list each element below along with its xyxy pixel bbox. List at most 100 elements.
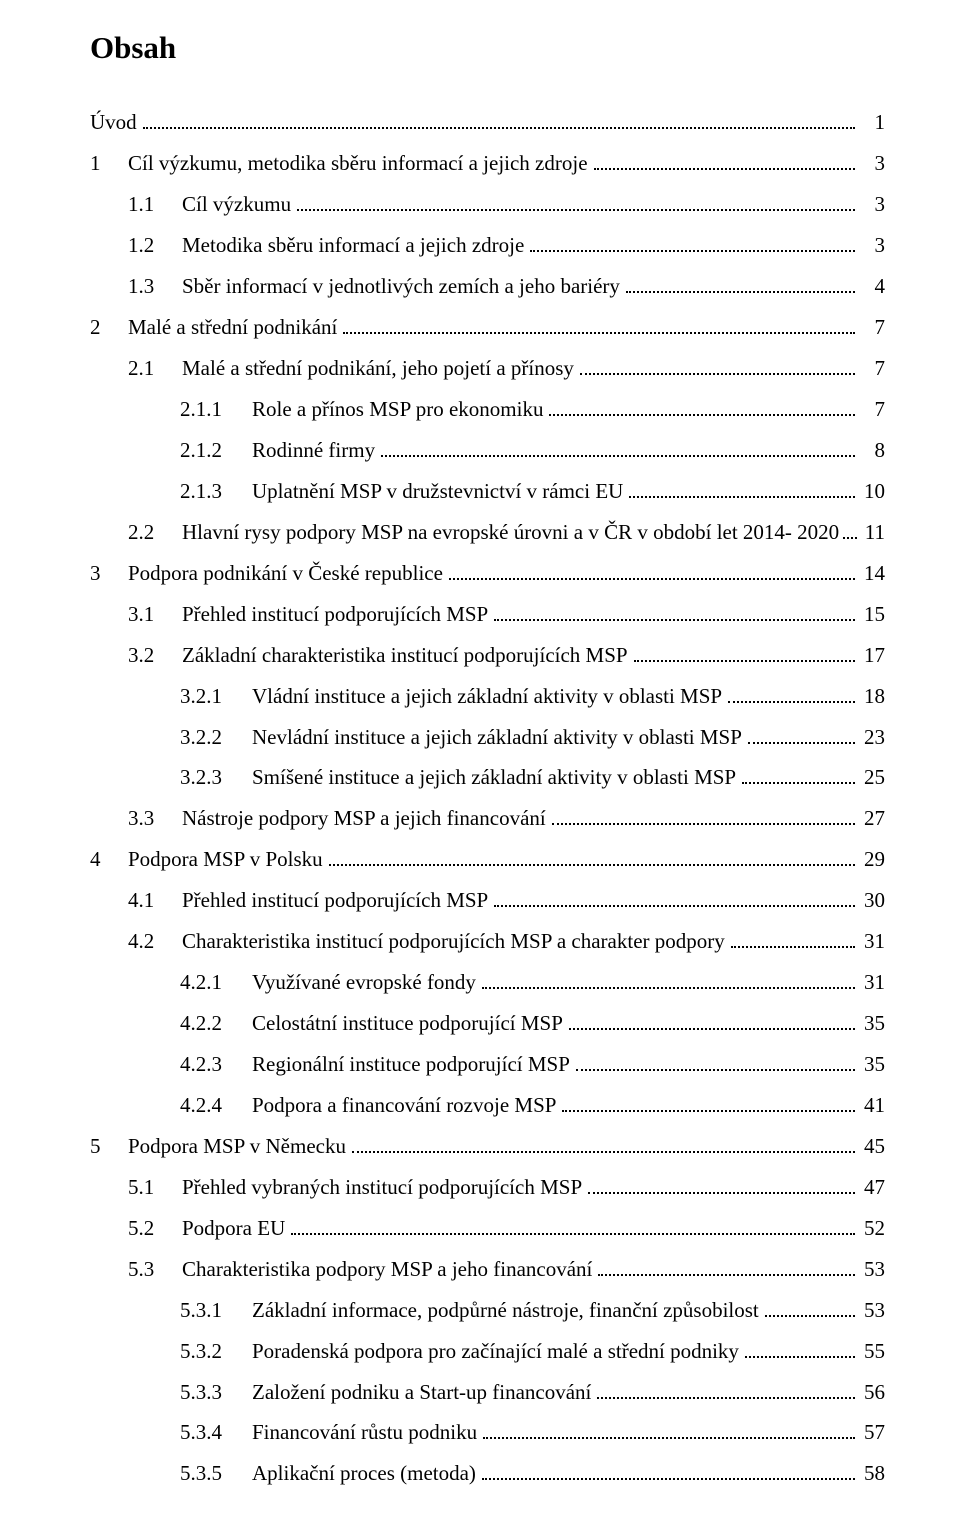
- toc-entry: 3.3Nástroje podpory MSP a jejich financo…: [90, 798, 885, 839]
- toc-entry-title: Sběr informací v jednotlivých zemích a j…: [182, 266, 620, 307]
- toc-entry: 3.2.2Nevládní instituce a jejich základn…: [90, 717, 885, 758]
- toc-entry: 2.1.1Role a přínos MSP pro ekonomiku 7: [90, 389, 885, 430]
- toc-entry: 2.2Hlavní rysy podpory MSP na evropské ú…: [90, 512, 885, 553]
- toc-entry-number: 4.2.2: [180, 1003, 252, 1044]
- toc-entry-title: Rodinné firmy: [252, 430, 375, 471]
- toc-entry-number: 1: [90, 143, 128, 184]
- toc-dot-leader: [381, 455, 855, 457]
- toc-dot-leader: [626, 291, 855, 293]
- toc-entry-title: Využívané evropské fondy: [252, 962, 476, 1003]
- toc-entry-title: Hlavní rysy podpory MSP na evropské úrov…: [182, 512, 839, 553]
- toc-dot-leader: [634, 660, 855, 662]
- toc-entry: 4.2.1Využívané evropské fondy31: [90, 962, 885, 1003]
- toc-entry-number: 3: [90, 553, 128, 594]
- toc-entry: Úvod1: [90, 102, 885, 143]
- toc-entry-page: 18: [857, 676, 885, 717]
- toc-entry: 5.3.3Založení podniku a Start-up financo…: [90, 1372, 885, 1413]
- toc-entry-title: Vládní instituce a jejich základní aktiv…: [252, 676, 722, 717]
- toc-entry-title: Úvod: [90, 102, 137, 143]
- toc-entry: 1.2Metodika sběru informací a jejich zdr…: [90, 225, 885, 266]
- toc-entry: 3.1Přehled institucí podporujících MSP15: [90, 594, 885, 635]
- toc-dot-leader: [597, 1397, 855, 1399]
- toc-entry: 4.2.2Celostátní instituce podporující MS…: [90, 1003, 885, 1044]
- toc-entry-page: 4: [857, 266, 885, 307]
- toc-entry: 5.3.1Základní informace, podpůrné nástro…: [90, 1290, 885, 1331]
- document-page: Obsah Úvod11Cíl výzkumu, metodika sběru …: [0, 0, 960, 1534]
- toc-entry-title: Podpora a financování rozvoje MSP: [252, 1085, 556, 1126]
- toc-entry-title: Role a přínos MSP pro ekonomiku: [252, 389, 543, 430]
- toc-entry-page: 52: [857, 1208, 885, 1249]
- toc-entry: 4.2Charakteristika institucí podporující…: [90, 921, 885, 962]
- toc-entry-page: 3: [857, 143, 885, 184]
- toc-entry: 5.3.5Aplikační proces (metoda)58: [90, 1453, 885, 1494]
- toc-entry-title: Přehled institucí podporujících MSP: [182, 880, 488, 921]
- toc-entry-number: 3.2.1: [180, 676, 252, 717]
- toc-entry-title: Cíl výzkumu: [182, 184, 291, 225]
- toc-entry: 1.3Sběr informací v jednotlivých zemích …: [90, 266, 885, 307]
- toc-dot-leader: [483, 1437, 855, 1439]
- toc-entry: 3.2.1Vládní instituce a jejich základní …: [90, 676, 885, 717]
- toc-entry-title: Smíšené instituce a jejich základní akti…: [252, 757, 736, 798]
- toc-entry-title: Založení podniku a Start-up financování: [252, 1372, 591, 1413]
- toc-entry-page: 35: [857, 1003, 885, 1044]
- toc-entry-number: 2: [90, 307, 128, 348]
- toc-dot-leader: [343, 332, 855, 334]
- toc-entry: 1Cíl výzkumu, metodika sběru informací a…: [90, 143, 885, 184]
- toc-entry-page: 7: [857, 307, 885, 348]
- toc-entry-number: 2.1.1: [180, 389, 252, 430]
- toc-entry-number: 5.2: [128, 1208, 182, 1249]
- toc-entry-page: 45: [857, 1126, 885, 1167]
- toc-entry-number: 4: [90, 839, 128, 880]
- toc-dot-leader: [629, 496, 855, 498]
- toc-entry-page: 8: [857, 430, 885, 471]
- toc-entry-number: 5.3.2: [180, 1331, 252, 1372]
- toc-entry-title: Aplikační proces (metoda): [252, 1453, 476, 1494]
- toc-entry-page: 55: [857, 1331, 885, 1372]
- toc-dot-leader: [449, 578, 855, 580]
- toc-entry: 2.1Malé a střední podnikání, jeho pojetí…: [90, 348, 885, 389]
- toc-dot-leader: [494, 905, 855, 907]
- toc-entry-title: Uplatnění MSP v družstevnictví v rámci E…: [252, 471, 623, 512]
- toc-entry-page: 27: [857, 798, 885, 839]
- toc-entry-title: Cíl výzkumu, metodika sběru informací a …: [128, 143, 588, 184]
- toc-entry-page: 7: [857, 389, 885, 430]
- toc-entry: 3Podpora podnikání v České republice14: [90, 553, 885, 594]
- toc-entry: 5.1Přehled vybraných institucí podporují…: [90, 1167, 885, 1208]
- toc-entry-page: 53: [857, 1249, 885, 1290]
- toc-entry-page: 47: [857, 1167, 885, 1208]
- toc-entry: 5.3.2Poradenská podpora pro začínající m…: [90, 1331, 885, 1372]
- toc-entry: 2Malé a střední podnikání7: [90, 307, 885, 348]
- toc-entry: 4.2.3Regionální instituce podporující MS…: [90, 1044, 885, 1085]
- toc-entry: 5.3Charakteristika podpory MSP a jeho fi…: [90, 1249, 885, 1290]
- toc-dot-leader: [576, 1069, 855, 1071]
- toc-entry-page: 14: [857, 553, 885, 594]
- toc-dot-leader: [482, 1478, 855, 1480]
- toc-entry-page: 31: [857, 962, 885, 1003]
- toc-dot-leader: [748, 742, 855, 744]
- toc-entry-number: 2.1.2: [180, 430, 252, 471]
- toc-entry-number: 4.2.4: [180, 1085, 252, 1126]
- toc-entry-number: 3.3: [128, 798, 182, 839]
- toc-entry-page: 57: [857, 1412, 885, 1453]
- toc-dot-leader: [552, 823, 855, 825]
- toc-entry-page: 7: [857, 348, 885, 389]
- toc-dot-leader: [562, 1110, 855, 1112]
- toc-entry-number: 4.2.3: [180, 1044, 252, 1085]
- toc-entry-title: Podpora MSP v Polsku: [128, 839, 323, 880]
- toc-dot-leader: [143, 127, 855, 129]
- toc-entry-title: Základní informace, podpůrné nástroje, f…: [252, 1290, 759, 1331]
- toc-entry-title: Charakteristika podpory MSP a jeho finan…: [182, 1249, 592, 1290]
- toc-entry-title: Malé a střední podnikání, jeho pojetí a …: [182, 348, 574, 389]
- toc-entry-number: 1.1: [128, 184, 182, 225]
- toc-entry-number: 2.1.3: [180, 471, 252, 512]
- toc-entry-number: 5.3: [128, 1249, 182, 1290]
- toc-entry-number: 2.1: [128, 348, 182, 389]
- toc-entry-page: 53: [857, 1290, 885, 1331]
- toc-entry-number: 4.1: [128, 880, 182, 921]
- toc-entry: 4.1Přehled institucí podporujících MSP30: [90, 880, 885, 921]
- toc-entry: 4.2.4Podpora a financování rozvoje MSP41: [90, 1085, 885, 1126]
- toc-entry-number: 3.1: [128, 594, 182, 635]
- toc-entry-title: Charakteristika institucí podporujících …: [182, 921, 725, 962]
- toc-entry-number: 4.2: [128, 921, 182, 962]
- toc-dot-leader: [745, 1356, 855, 1358]
